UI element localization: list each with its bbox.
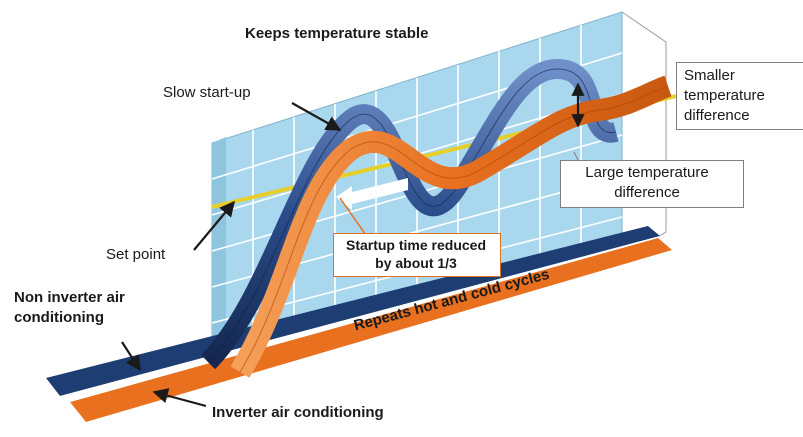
label-set-point: Set point bbox=[106, 246, 166, 263]
orange-base-stripe bbox=[70, 238, 672, 422]
label-startup-reduced: Startup time reduced by about 1/3 bbox=[345, 237, 487, 271]
navy-base-stripe bbox=[46, 226, 660, 396]
arrow-startup-reduced bbox=[339, 197, 369, 239]
box-smaller-diff bbox=[676, 62, 803, 130]
navy-ribbon bbox=[200, 59, 619, 370]
arrow-inverter bbox=[152, 388, 207, 408]
pointer-arrows bbox=[121, 102, 342, 408]
arrow-non-inverter bbox=[121, 341, 141, 372]
arrow-slow-startup bbox=[291, 102, 342, 131]
white-arrow bbox=[336, 178, 408, 210]
label-large-diff: Large temperature difference bbox=[585, 164, 709, 201]
arrow-set-point bbox=[193, 200, 235, 251]
box-large-diff bbox=[560, 160, 744, 208]
diagram-title: Keeps temperature stable bbox=[245, 25, 429, 42]
label-inverter: Inverter air conditioning bbox=[212, 404, 384, 421]
orange-ribbon bbox=[230, 75, 672, 378]
label-slow-startup: Slow start-up bbox=[163, 84, 251, 101]
box-startup-reduced bbox=[333, 233, 501, 277]
label-smaller-diff: Smaller temperature difference bbox=[684, 67, 765, 124]
label-non-inverter: Non inverter air conditioning bbox=[14, 289, 125, 326]
